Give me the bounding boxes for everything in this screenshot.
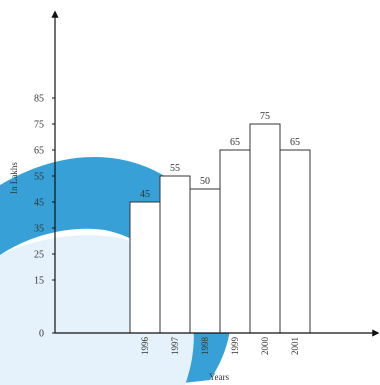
bar-1997	[159, 175, 191, 334]
x-category-label-2000: 2000	[260, 337, 270, 356]
x-category-label-1998: 1998	[200, 337, 210, 356]
bar-1998	[189, 188, 221, 334]
bar-1996	[129, 201, 161, 334]
data-label-2000: 75	[260, 111, 270, 122]
y-tick-label: 65	[34, 146, 44, 157]
y-tick-label: 0	[39, 329, 44, 340]
x-category-label-1996: 1996	[140, 337, 150, 356]
x-category-label-1997: 1997	[170, 337, 180, 356]
data-label-1999: 65	[230, 137, 240, 148]
x-category-label-1999: 1999	[230, 337, 240, 356]
data-labels-group: 45 55 50 65 75 65	[140, 111, 300, 200]
y-tick-label: 15	[34, 276, 44, 287]
data-label-1998: 50	[200, 176, 210, 187]
bar-2001	[279, 149, 311, 334]
bars-group	[129, 123, 311, 334]
data-label-1996: 45	[140, 189, 150, 200]
x-axis-title: Years	[209, 372, 230, 382]
data-label-1997: 55	[170, 163, 180, 174]
y-tick-label: 45	[34, 198, 44, 209]
y-tick-label: 55	[34, 172, 44, 183]
y-axis-title: In Lakhs	[9, 162, 19, 194]
y-tick-label: 25	[34, 250, 44, 261]
category-labels-group: 1996 1997 1998 1999 2000 2001	[140, 337, 300, 356]
data-label-2001: 65	[290, 137, 300, 148]
y-tick-label: 85	[34, 94, 44, 105]
bar-2000	[249, 123, 281, 334]
y-tick-label: 75	[34, 120, 44, 131]
y-tick-label: 35	[34, 224, 44, 235]
bar-1999	[219, 149, 251, 334]
x-category-label-2001: 2001	[290, 337, 300, 355]
